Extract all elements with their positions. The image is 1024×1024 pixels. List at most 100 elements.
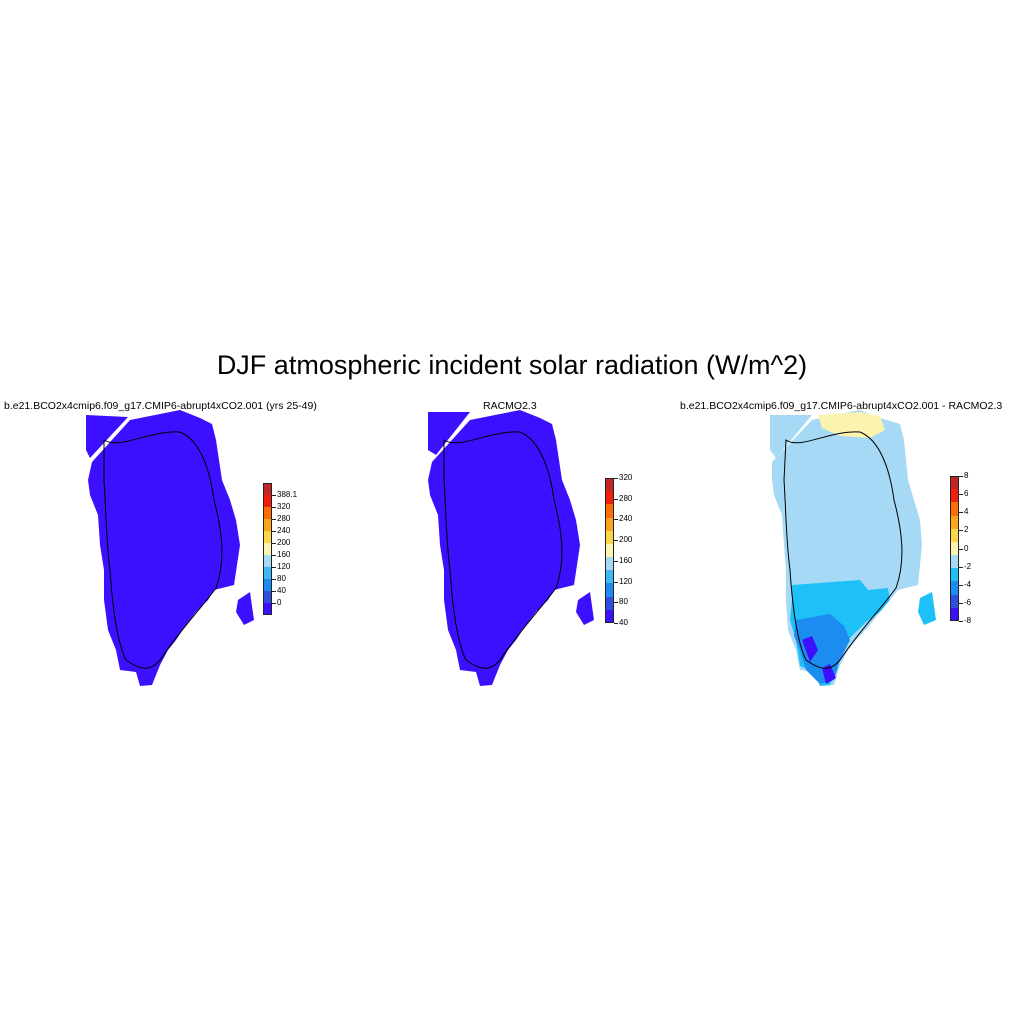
panel-1-title: b.e21.BCO2x4cmip6.f09_g17.CMIP6-abrupt4x… (4, 400, 317, 412)
colorbar-swatch (605, 517, 614, 531)
colorbar-label: -8 (964, 616, 972, 625)
colorbar-tick (959, 530, 963, 532)
colorbar-tick (614, 623, 618, 624)
colorbar-label: 6 (964, 489, 969, 499)
colorbar-tick (614, 540, 618, 542)
colorbar-label: 280 (619, 493, 633, 503)
colorbar-swatch (950, 568, 959, 582)
colorbar-tick (272, 603, 276, 604)
colorbar-swatch (950, 555, 959, 569)
panel-1-colorbar: 388.1 320 280 240 200 160 120 80 40 0 (263, 483, 303, 615)
colorbar-swatch (605, 478, 614, 492)
colorbar-tick (959, 548, 963, 550)
colorbar-tick (959, 584, 963, 586)
colorbar-tick (272, 543, 276, 544)
coastline (443, 431, 563, 669)
panel-3-title: b.e21.BCO2x4cmip6.f09_g17.CMIP6-abrupt4x… (680, 400, 1003, 412)
colorbar-swatch (950, 489, 959, 503)
colorbar-swatch (950, 502, 959, 516)
colorbar-swatch (605, 583, 614, 597)
panel-3-colorbar: 8 6 4 2 0 -2 -4 -6 -8 (950, 472, 990, 625)
colorbar-swatch (605, 596, 614, 610)
colorbar-swatch (950, 515, 959, 529)
colorbar-label: 0 (277, 598, 282, 607)
colorbar-tick (959, 602, 963, 604)
colorbar-tick (614, 519, 618, 521)
colorbar-label: 8 (964, 471, 969, 480)
colorbar-tick (614, 498, 618, 500)
coastline (783, 431, 903, 669)
colorbar-label: 2 (964, 525, 969, 535)
colorbar-tick (614, 581, 618, 583)
colorbar-label: -2 (964, 561, 972, 571)
colorbar-swatch (950, 476, 959, 490)
colorbar-tick (272, 495, 276, 496)
colorbar-swatch (950, 541, 959, 556)
colorbar-label: 120 (277, 562, 291, 571)
colorbar-label: 160 (277, 550, 291, 559)
colorbar-swatch (263, 543, 272, 555)
colorbar-label: 200 (277, 538, 291, 547)
colorbar-label: 0 (964, 543, 969, 553)
colorbar-swatch (605, 570, 614, 584)
colorbar-label: 160 (619, 555, 633, 565)
colorbar-swatch (605, 557, 614, 571)
colorbar-swatch (605, 491, 614, 505)
colorbar-label: 4 (964, 507, 969, 517)
colorbar-swatch (263, 567, 272, 579)
colorbar-swatch (263, 579, 272, 591)
colorbar-swatch (263, 603, 272, 615)
colorbar-swatch (263, 507, 272, 519)
colorbar-swatch (950, 594, 959, 608)
colorbar-tick (272, 567, 276, 568)
colorbar-swatch (605, 609, 614, 623)
panel-2-map (428, 410, 594, 686)
colorbar-tick (614, 478, 618, 479)
colorbar-tick (272, 579, 276, 580)
colorbar-swatch (950, 581, 959, 595)
colorbar-swatch (605, 530, 614, 544)
panel-3-map (770, 410, 936, 686)
colorbar-swatch (605, 504, 614, 518)
colorbar-tick (272, 591, 276, 592)
colorbar-label: 200 (619, 535, 633, 545)
colorbar-tick (959, 566, 963, 568)
colorbar-label: 280 (277, 514, 291, 523)
colorbar-swatch (263, 555, 272, 567)
colorbar-label: 240 (277, 526, 291, 535)
colorbar-swatch (263, 531, 272, 543)
colorbar-label: 388.1 (277, 490, 298, 499)
colorbar-tick (272, 507, 276, 508)
colorbar-label: 40 (619, 618, 628, 627)
colorbar-label: -4 (964, 579, 972, 589)
coastline (103, 431, 223, 669)
colorbar-swatch (605, 543, 614, 558)
difference-field (770, 410, 936, 686)
colorbar-label: 320 (619, 473, 633, 482)
colorbar-label: 40 (277, 586, 286, 595)
colorbar-label: -6 (964, 597, 972, 607)
colorbar-swatch (950, 528, 959, 542)
panel-1-map (86, 410, 254, 686)
colorbar-label: 80 (619, 597, 628, 607)
colorbar-tick (614, 602, 618, 604)
panel-2-colorbar: 320 280 240 200 160 120 80 40 (605, 474, 645, 627)
colorbar-tick (272, 519, 276, 520)
colorbar-tick (959, 512, 963, 514)
colorbar-label: 240 (619, 514, 633, 524)
colorbar-tick (272, 531, 276, 532)
colorbar-swatch (263, 519, 272, 531)
colorbar-tick (272, 555, 276, 556)
colorbar-label: 320 (277, 502, 291, 511)
colorbar-swatch (263, 483, 272, 495)
colorbar-label: 120 (619, 576, 633, 586)
colorbar-swatch (263, 495, 272, 507)
colorbar-tick (959, 476, 963, 477)
colorbar-tick (959, 494, 963, 496)
colorbar-swatch (950, 607, 959, 621)
colorbar-swatch (263, 591, 272, 603)
greenland-field (428, 410, 594, 686)
colorbar-tick (614, 560, 618, 562)
figure-title: DJF atmospheric incident solar radiation… (216, 350, 808, 380)
colorbar-tick (959, 621, 963, 622)
